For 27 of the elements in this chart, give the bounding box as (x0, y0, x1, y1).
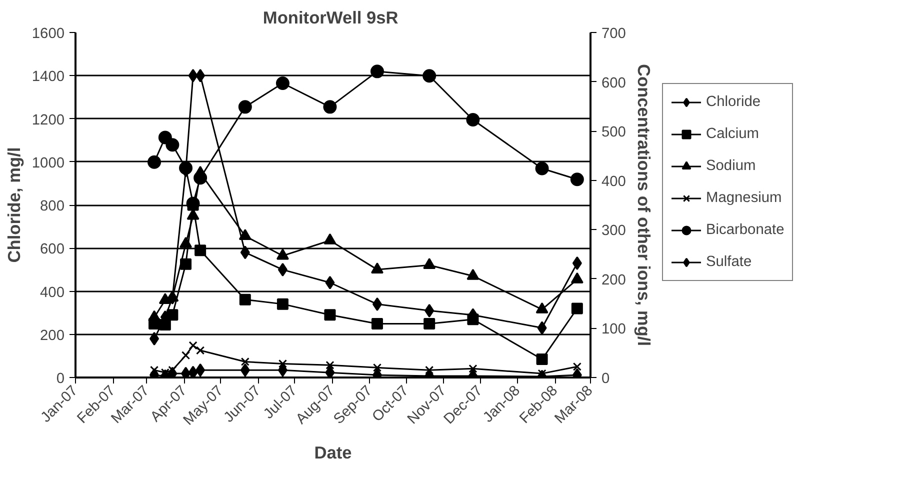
y-tick-label: 600 (40, 242, 65, 258)
y-tick-label: 1200 (32, 112, 65, 128)
y2-tick-label: 300 (602, 223, 626, 240)
y2-tick-label: 100 (602, 322, 626, 338)
y2-tick-label: 0 (602, 371, 610, 387)
chart-title: MonitorWell 9sR (262, 8, 399, 28)
y2-tick-label: 500 (602, 124, 626, 141)
y2-tick-label: 400 (602, 174, 626, 190)
y-tick-label: 1400 (32, 69, 65, 86)
y2-tick-label: 700 (602, 26, 626, 42)
legend-label: Chloride (706, 94, 761, 110)
legend-label: Sodium (706, 158, 756, 174)
y2-tick-label: 200 (602, 272, 626, 288)
y-axis-title: Chloride, mg/l (4, 147, 24, 263)
x-axis-title: Date (314, 442, 352, 462)
y-tick-label: 0 (56, 371, 65, 387)
y-tick-label: 400 (40, 284, 65, 301)
legend-label: Magnesium (706, 190, 782, 206)
legend-label: Sulfate (706, 254, 752, 270)
legend-label: Bicarbonate (706, 222, 784, 238)
legend-label: Calcium (706, 126, 759, 142)
y-tick-label: 200 (40, 328, 65, 344)
y-tick-label: 1000 (32, 155, 65, 172)
y2-tick-label: 600 (602, 75, 626, 92)
y-tick-label: 1600 (32, 26, 65, 42)
y2-axis-title: Concentrations of other ions, mg/l (634, 64, 654, 346)
y-tick-label: 800 (40, 198, 65, 214)
